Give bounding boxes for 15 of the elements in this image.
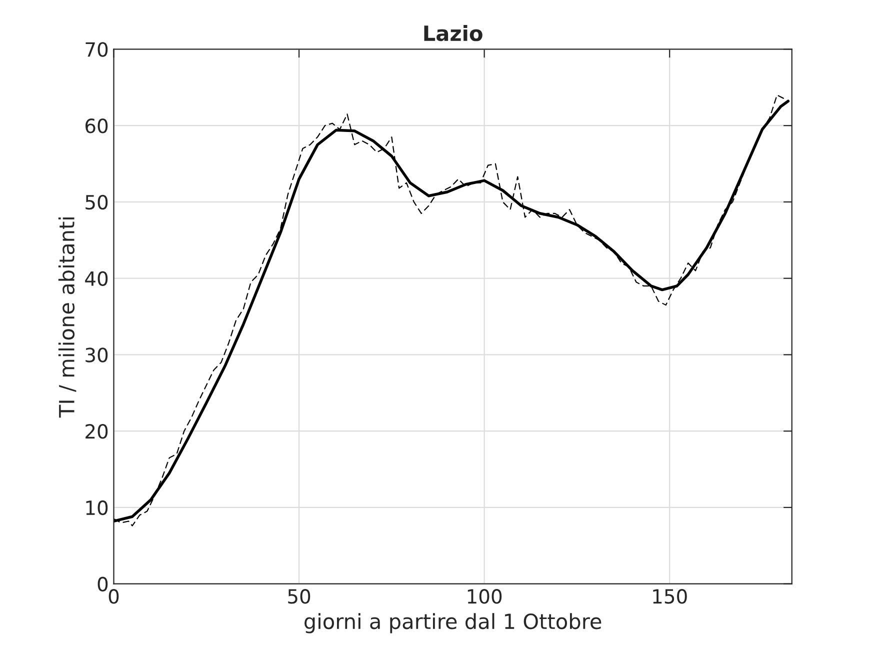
y-tick-label: 20 <box>86 424 108 439</box>
x-tick-label: 100 <box>468 589 502 604</box>
y-tick-label: 50 <box>86 194 108 210</box>
y-tick-label: 70 <box>86 42 108 57</box>
y-tick-label: 40 <box>85 271 108 286</box>
y-tick-label: 30 <box>86 348 108 362</box>
y-axis-title: TI / milione abitanti <box>58 217 76 418</box>
x-tick-label: 50 <box>288 589 310 604</box>
chart-title: Lazio <box>424 25 482 42</box>
y-tick-label: 60 <box>86 118 108 134</box>
x-axis-title: giorni a partire dal 1 Ottobre <box>304 613 602 634</box>
x-tick-label: 150 <box>653 589 687 604</box>
x-tick-label: 0 <box>108 589 119 604</box>
y-tick-label: 0 <box>98 576 108 592</box>
y-tick-label: 10 <box>86 500 108 516</box>
